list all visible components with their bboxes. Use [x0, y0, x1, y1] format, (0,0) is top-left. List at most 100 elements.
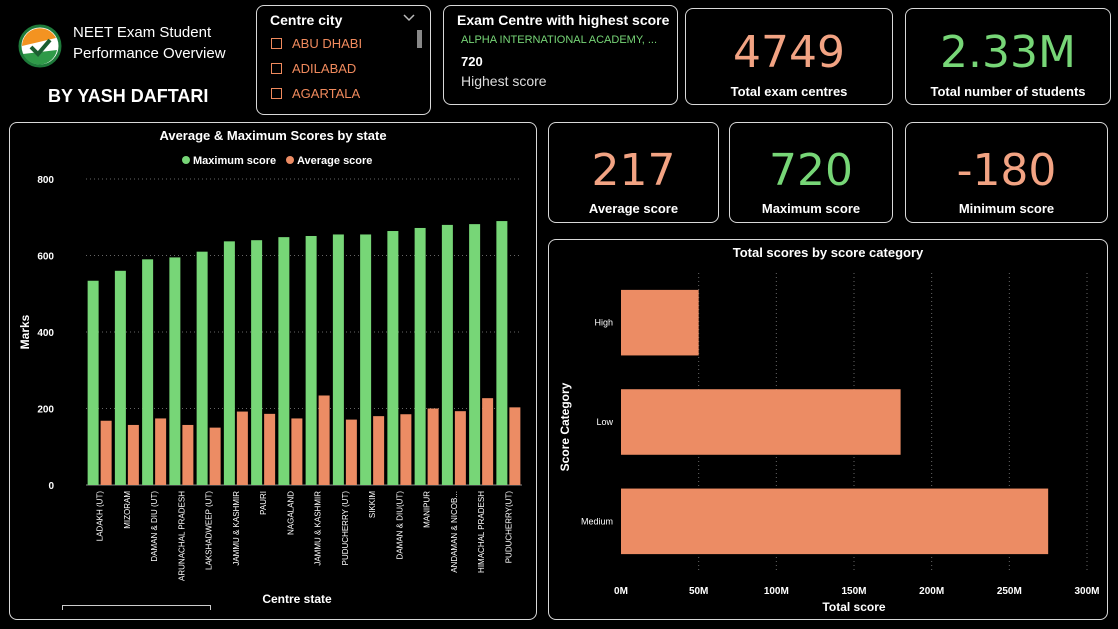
horizontal-scrollbar[interactable] — [62, 605, 211, 610]
legend-marker — [286, 156, 294, 164]
bar-maximum-score — [305, 235, 317, 485]
slicer-item[interactable]: AGARTALA — [271, 81, 362, 106]
y-tick-label: 400 — [37, 328, 54, 339]
x-tick-label: 250M — [997, 586, 1022, 597]
slicer-title: Centre city — [270, 12, 343, 28]
centre-name: ALPHA INTERNATIONAL ACADEMY, ... — [461, 34, 658, 46]
x-tick-label: DAMAN & DIU (UT) — [150, 491, 159, 562]
slicer-item[interactable]: ADILABAD — [271, 56, 362, 81]
bar-average-score — [482, 398, 494, 485]
y-tick-label: High — [594, 318, 613, 328]
x-tick-label: ANDAMAN & NICOB... — [450, 491, 459, 573]
x-tick-label: LAKSHADWEEP (UT) — [205, 491, 214, 570]
card-title: Exam Centre with highest score — [457, 12, 670, 28]
y-tick-label: 800 — [37, 175, 54, 186]
x-tick-label: PAURI — [259, 491, 268, 515]
author-label: BY YASH DAFTARI — [48, 86, 209, 106]
bar-total-score — [621, 488, 1049, 555]
y-tick-label: Medium — [581, 516, 613, 526]
x-tick-label: ARUNACHAL PRADESH — [177, 491, 186, 581]
x-tick-label: HIMACHAL PRADESH — [477, 491, 486, 573]
score-category-chart-panel: Total scores by score category 0M 50M 100M… — [548, 239, 1108, 620]
kpi-label: Total exam centres — [730, 84, 848, 99]
bar-maximum-score — [278, 237, 290, 485]
bar-average-score — [318, 395, 330, 485]
bar-maximum-score — [142, 259, 154, 485]
bar-average-score — [427, 408, 439, 485]
y-tick-label: 600 — [37, 252, 54, 263]
bar-maximum-score — [387, 231, 399, 485]
highest-score-label: Highest score — [461, 73, 547, 89]
x-tick-label: 50M — [689, 586, 708, 597]
bar-average-score — [454, 411, 466, 485]
checkbox[interactable] — [271, 38, 282, 49]
x-tick-label: 100M — [764, 586, 789, 597]
bar-maximum-score — [114, 270, 126, 485]
chevron-down-icon[interactable] — [403, 14, 415, 22]
bar-maximum-score — [360, 234, 372, 485]
x-tick-label: MANIPUR — [423, 491, 432, 528]
bar-maximum-score — [469, 224, 481, 485]
bar-maximum-score — [251, 240, 263, 485]
bar-average-score — [509, 407, 521, 485]
kpi-value: 720 — [769, 145, 853, 196]
centre-city-slicer[interactable]: Centre city ABU DHABI ADILABAD AGARTALA — [256, 5, 431, 115]
chart-title: Total scores by score category — [732, 245, 924, 260]
x-tick-label: MIZORAM — [123, 491, 132, 529]
bar-average-score — [400, 414, 412, 485]
bar-average-score — [236, 411, 248, 485]
bar-average-score — [291, 418, 303, 485]
legend-label: Average score — [297, 155, 372, 167]
bar-average-score — [155, 418, 167, 485]
x-axis-title: Total score — [822, 600, 885, 614]
neet-logo-icon — [18, 24, 62, 68]
bar-maximum-score — [441, 224, 453, 485]
kpi-minimum-score: -180 Minimum score — [905, 122, 1108, 223]
legend-marker — [182, 156, 190, 164]
bar-average-score — [100, 420, 112, 485]
kpi-label: Total number of students — [930, 84, 1086, 99]
highest-score-card: Exam Centre with highest score ALPHA INT… — [443, 5, 678, 105]
chart-title: Average & Maximum Scores by state — [159, 128, 387, 143]
x-tick-label: PUDUCHERRY(UT) — [504, 491, 513, 564]
app-title-line1: NEET Exam Student — [73, 24, 212, 41]
bar-maximum-score — [196, 251, 208, 485]
state-scores-chart-panel: Average & Maximum Scores by state Maximu… — [9, 122, 537, 620]
x-tick-label: 0M — [614, 586, 628, 597]
kpi-total-students: 2.33M Total number of students — [905, 8, 1111, 105]
x-tick-label: 300M — [1074, 586, 1099, 597]
bar-total-score — [621, 289, 699, 356]
bar-average-score — [209, 427, 221, 485]
score-category-chart: 0M 50M 100M 150M 200M 250M 300M High Low Medium Sc… — [558, 273, 1100, 614]
kpi-total-centres: 4749 Total exam centres — [685, 8, 893, 105]
x-tick-label: LADAKH (UT) — [96, 491, 105, 542]
kpi-maximum-score: 720 Maximum score — [729, 122, 893, 223]
x-tick-label: 200M — [919, 586, 944, 597]
bar-average-score — [264, 413, 276, 485]
bar-maximum-score — [87, 280, 99, 485]
bar-maximum-score — [332, 234, 344, 485]
slicer-scrollbar[interactable] — [417, 30, 422, 48]
y-tick-label: 0 — [48, 481, 54, 492]
x-tick-label: DAMAN & DIU(UT) — [395, 491, 404, 560]
kpi-value: 4749 — [733, 27, 845, 78]
x-axis-title: Centre state — [262, 592, 332, 606]
x-tick-label: 150M — [841, 586, 866, 597]
bar-average-score — [127, 424, 139, 485]
x-tick-label: JAMMU & KASHMIR — [232, 491, 241, 566]
bar-total-score — [621, 389, 901, 455]
bar-maximum-score — [414, 227, 426, 485]
state-scores-chart: Maximum score Average score 0 200 400 600 800 L… — [18, 155, 522, 606]
kpi-average-score: 217 Average score — [548, 122, 719, 223]
x-tick-label: PUDUCHERRY (UT) — [341, 491, 350, 566]
checkbox[interactable] — [271, 88, 282, 99]
y-axis-title: Score Category — [558, 382, 572, 471]
x-tick-label: SIKKIM — [368, 491, 377, 518]
bar-maximum-score — [169, 257, 181, 485]
slicer-item[interactable]: ABU DHABI — [271, 31, 362, 56]
x-tick-label: JAMMU & KASHMIR — [314, 491, 323, 566]
y-axis-title: Marks — [18, 314, 32, 349]
legend-label: Maximum score — [193, 155, 276, 167]
bar-average-score — [182, 424, 194, 485]
checkbox[interactable] — [271, 63, 282, 74]
